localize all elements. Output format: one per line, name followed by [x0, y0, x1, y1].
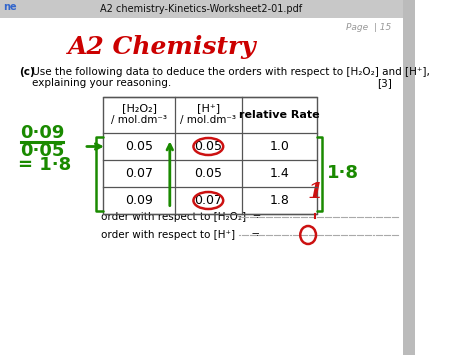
Text: explaining your reasoning.: explaining your reasoning. — [19, 78, 172, 88]
Text: 0.05: 0.05 — [194, 140, 222, 153]
Text: [H₂O₂]: [H₂O₂] — [122, 103, 157, 113]
Text: 0.09: 0.09 — [125, 194, 153, 207]
Text: A2 chemistry-Kinetics-Worksheet2-01.pdf: A2 chemistry-Kinetics-Worksheet2-01.pdf — [100, 4, 302, 14]
Text: 0·09: 0·09 — [20, 124, 64, 142]
Text: order with respect to [H⁺]     =: order with respect to [H⁺] = — [100, 230, 260, 240]
Text: 0.05: 0.05 — [125, 140, 153, 153]
Text: order with respect to [H₂O₂]  =: order with respect to [H₂O₂] = — [100, 212, 261, 222]
Text: 0·05: 0·05 — [20, 142, 64, 160]
Text: 0.07: 0.07 — [194, 194, 222, 207]
Text: ne: ne — [3, 2, 16, 12]
Text: 1: 1 — [307, 181, 323, 203]
Text: = 1·8: = 1·8 — [18, 156, 71, 174]
Text: A2 Chemistry: A2 Chemistry — [68, 35, 256, 59]
Text: [H⁺]: [H⁺] — [197, 103, 220, 113]
Bar — [103, 97, 317, 214]
FancyBboxPatch shape — [402, 0, 415, 355]
FancyBboxPatch shape — [0, 0, 402, 18]
Text: Use the following data to deduce the orders with respect to [H₂O₂] and [H⁺],: Use the following data to deduce the ord… — [29, 67, 430, 77]
Text: 0.07: 0.07 — [125, 167, 153, 180]
Text: (c): (c) — [19, 67, 35, 77]
Text: Page  | 15: Page | 15 — [346, 23, 391, 33]
Text: 1.0: 1.0 — [269, 140, 289, 153]
Text: 1.8: 1.8 — [269, 194, 289, 207]
Text: / mol.dm⁻³: / mol.dm⁻³ — [180, 115, 237, 125]
Text: [3]: [3] — [377, 78, 392, 88]
Text: 1.4: 1.4 — [269, 167, 289, 180]
Text: 0.05: 0.05 — [194, 167, 222, 180]
Text: 1·8: 1·8 — [327, 164, 358, 182]
Text: / mol.dm⁻³: / mol.dm⁻³ — [111, 115, 167, 125]
Text: relative Rate: relative Rate — [239, 110, 319, 120]
